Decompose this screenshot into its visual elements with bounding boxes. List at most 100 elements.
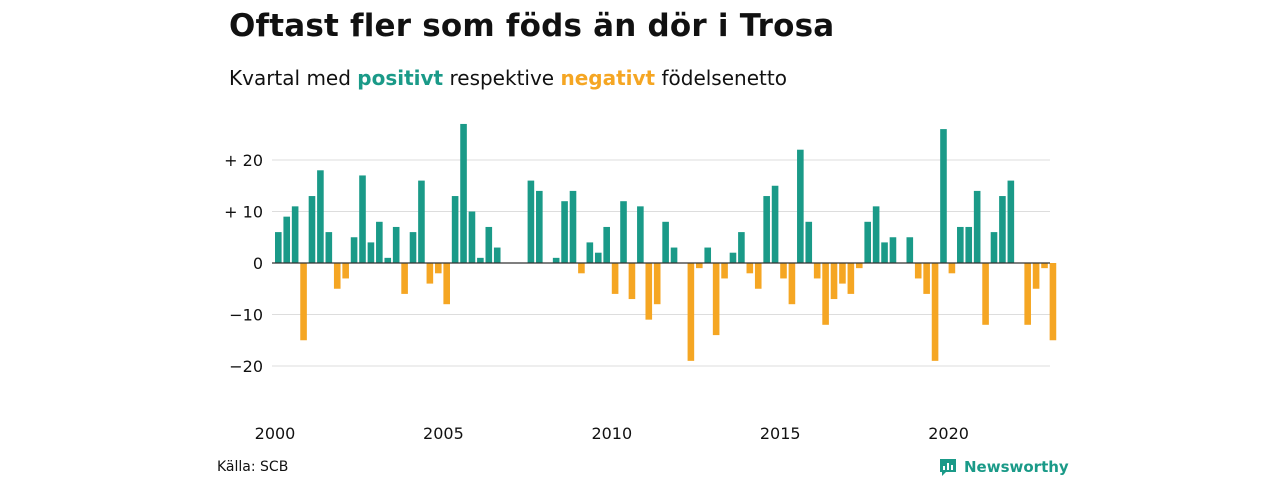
bar-positive xyxy=(603,226,610,263)
y-tick-label: + 20 xyxy=(224,151,263,170)
bar-negative xyxy=(780,263,787,279)
bar-positive xyxy=(392,226,400,263)
bar-positive xyxy=(797,149,804,263)
bar-positive xyxy=(965,226,973,263)
subtitle-middle: respektive xyxy=(443,66,561,90)
bar-negative xyxy=(401,263,408,294)
y-tick-label: −10 xyxy=(229,306,263,325)
bar-positive xyxy=(468,211,476,263)
x-tick-label: 2005 xyxy=(423,424,464,443)
bar-negative xyxy=(1041,263,1048,269)
bar-positive xyxy=(999,196,1006,263)
subtitle-negative-word: negativt xyxy=(560,66,656,90)
subtitle-suffix: födelsenetto xyxy=(655,66,787,90)
x-tick-label: 2010 xyxy=(591,424,632,443)
chart-title: Oftast fler som föds än dör i Trosa xyxy=(229,8,835,44)
bar-negative xyxy=(822,263,829,325)
bar-negative xyxy=(333,263,341,289)
bar-positive xyxy=(973,190,981,263)
bar-positive xyxy=(586,242,594,263)
bar-positive xyxy=(864,221,871,263)
bar-positive xyxy=(460,123,467,263)
bar-negative xyxy=(712,263,720,336)
chart-subtitle: Kvartal med positivt respektive negativt… xyxy=(229,66,787,90)
bar-positive xyxy=(485,226,493,263)
bar-negative xyxy=(645,263,653,320)
x-tick-label: 2015 xyxy=(760,424,801,443)
bar-positive xyxy=(906,237,914,263)
bar-positive xyxy=(552,257,560,263)
bar-negative xyxy=(914,263,922,279)
y-tick-label: 0 xyxy=(253,254,263,273)
bar-positive xyxy=(376,221,383,263)
bar-positive xyxy=(561,201,568,263)
bar-positive xyxy=(350,237,358,263)
bar-positive xyxy=(325,232,333,263)
bar-positive xyxy=(771,185,779,263)
bar-positive xyxy=(291,206,299,263)
bar-negative xyxy=(696,263,703,269)
newsworthy-brand: Newsworthy xyxy=(938,457,1069,477)
bar-positive xyxy=(477,257,484,263)
bar-chart: + 20 + 10 0 −10 −20 2000 2005 2010 2015 2020 xyxy=(224,123,1057,443)
bar-positive xyxy=(536,190,543,263)
bar-positive xyxy=(729,252,737,263)
brand-label: Newsworthy xyxy=(964,458,1069,476)
bar-negative xyxy=(839,263,846,284)
bar-negative xyxy=(813,263,821,279)
bar-positive xyxy=(738,232,745,263)
bar-negative xyxy=(1049,263,1057,341)
bar-negative xyxy=(982,263,989,325)
bar-positive xyxy=(283,216,291,263)
subtitle-positive-word: positivt xyxy=(357,66,444,90)
bar-positive xyxy=(620,201,627,263)
bar-negative xyxy=(578,263,585,274)
newsworthy-logo-icon xyxy=(940,459,956,476)
bar-positive xyxy=(1007,180,1015,263)
bar-positive xyxy=(990,232,998,263)
bar-positive xyxy=(889,237,897,263)
bar-negative xyxy=(434,263,442,274)
y-tick-label: + 10 xyxy=(224,203,263,222)
bar-positive xyxy=(662,221,669,263)
bar-positive xyxy=(670,247,678,263)
bar-positive xyxy=(451,196,459,263)
bar-positive xyxy=(308,196,316,263)
bar-negative xyxy=(443,263,450,305)
bar-negative xyxy=(687,263,695,361)
bar-negative xyxy=(847,263,855,294)
x-tick-label: 2000 xyxy=(255,424,296,443)
bar-positive xyxy=(957,226,964,263)
bar-negative xyxy=(653,263,661,305)
bar-negative xyxy=(754,263,762,289)
bar-positive xyxy=(359,175,366,263)
bar-positive xyxy=(493,247,501,263)
bar-positive xyxy=(418,180,425,263)
bar-positive xyxy=(805,221,813,263)
subtitle-prefix: Kvartal med xyxy=(229,66,358,90)
bar-negative xyxy=(931,263,939,361)
bar-positive xyxy=(409,232,417,263)
bar-positive xyxy=(637,206,644,263)
bar-positive xyxy=(367,242,375,263)
bar-negative xyxy=(1032,263,1040,289)
bar-positive xyxy=(872,206,880,263)
bar-positive xyxy=(275,232,282,263)
x-tick-label: 2020 xyxy=(928,424,969,443)
bar-positive xyxy=(704,247,712,263)
bar-negative xyxy=(923,263,930,294)
bar-negative xyxy=(948,263,956,274)
bar-negative xyxy=(830,263,838,300)
y-tick-label: −20 xyxy=(229,357,263,376)
bar-negative xyxy=(746,263,754,274)
bar-negative xyxy=(788,263,796,305)
bar-positive xyxy=(317,170,324,263)
bar-negative xyxy=(300,263,307,341)
source-credit: Källa: SCB xyxy=(217,459,289,475)
bar-negative xyxy=(611,263,619,294)
bar-positive xyxy=(881,242,888,263)
bar-positive xyxy=(594,252,602,263)
bar-negative xyxy=(721,263,728,279)
bar-positive xyxy=(763,196,770,263)
bar-negative xyxy=(342,263,349,279)
